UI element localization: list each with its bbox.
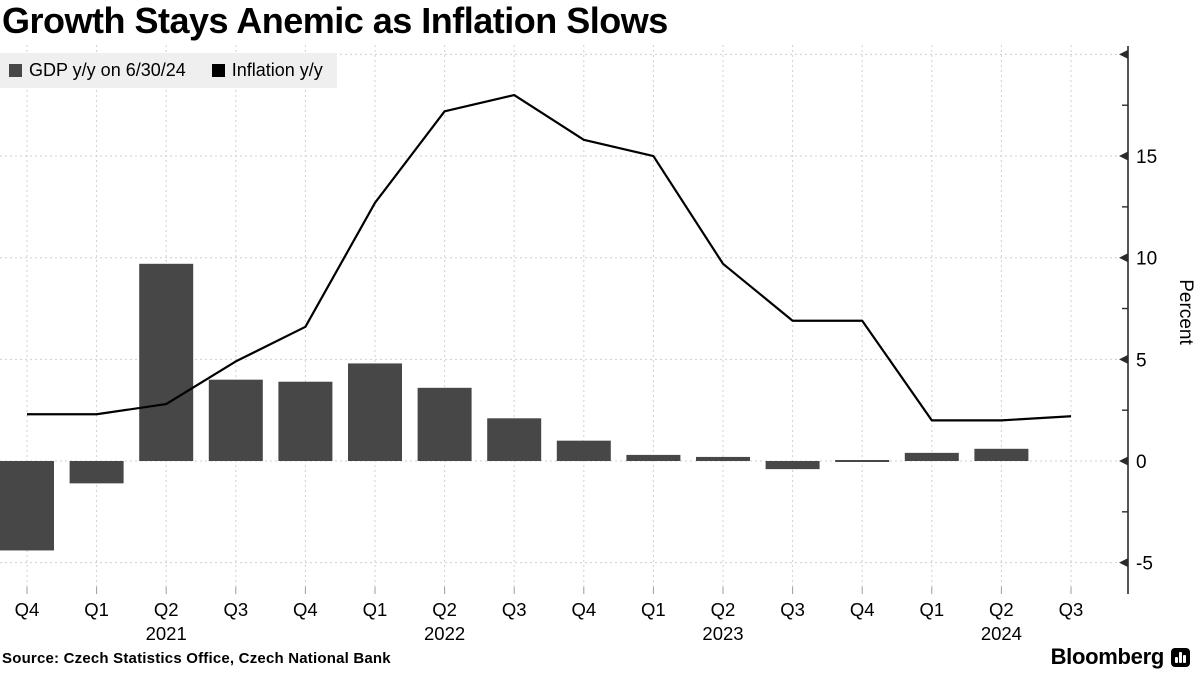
- bloomberg-branding: Bloomberg: [1051, 644, 1190, 670]
- svg-text:Q1: Q1: [84, 599, 109, 620]
- bloomberg-bar-chart-icon: [1171, 647, 1190, 667]
- chart-legend: GDP y/y on 6/30/24 Inflation y/y: [0, 53, 337, 88]
- svg-text:Q2: Q2: [432, 599, 457, 620]
- svg-text:Q3: Q3: [502, 599, 527, 620]
- svg-text:2022: 2022: [424, 623, 465, 644]
- svg-text:Q4: Q4: [15, 599, 40, 620]
- gdp-bar-swatch-icon: [9, 64, 22, 77]
- svg-text:Q4: Q4: [571, 599, 596, 620]
- svg-text:2024: 2024: [981, 623, 1022, 644]
- svg-text:Q1: Q1: [919, 599, 944, 620]
- source-note: Source: Czech Statistics Office, Czech N…: [2, 650, 391, 667]
- svg-text:Q3: Q3: [780, 599, 805, 620]
- legend-label-inflation: Inflation y/y: [231, 60, 323, 80]
- bloomberg-wordmark: Bloomberg: [1050, 644, 1165, 669]
- svg-text:Q3: Q3: [223, 599, 248, 620]
- svg-text:2021: 2021: [146, 623, 187, 644]
- svg-text:Percent: Percent: [1175, 279, 1196, 345]
- svg-text:Q1: Q1: [363, 599, 388, 620]
- chart-title: Growth Stays Anemic as Inflation Slows: [2, 0, 668, 41]
- svg-text:Q2: Q2: [711, 599, 736, 620]
- svg-text:Q2: Q2: [154, 599, 179, 620]
- svg-text:15: 15: [1136, 147, 1157, 168]
- svg-text:5: 5: [1136, 350, 1147, 371]
- legend-item-gdp: GDP y/y on 6/30/24: [9, 60, 186, 81]
- svg-text:Q2: Q2: [989, 599, 1014, 620]
- svg-text:2023: 2023: [702, 623, 743, 644]
- svg-text:Q3: Q3: [1059, 599, 1084, 620]
- svg-text:10: 10: [1136, 249, 1157, 270]
- legend-item-inflation: Inflation y/y: [211, 60, 323, 81]
- svg-text:-5: -5: [1136, 554, 1153, 575]
- svg-text:Q1: Q1: [641, 599, 666, 620]
- inflation-line-swatch-icon: [211, 64, 225, 77]
- legend-label-gdp: GDP y/y on 6/30/24: [29, 60, 186, 80]
- svg-text:0: 0: [1136, 452, 1147, 473]
- svg-text:Q4: Q4: [850, 599, 875, 620]
- svg-text:Q4: Q4: [293, 599, 318, 620]
